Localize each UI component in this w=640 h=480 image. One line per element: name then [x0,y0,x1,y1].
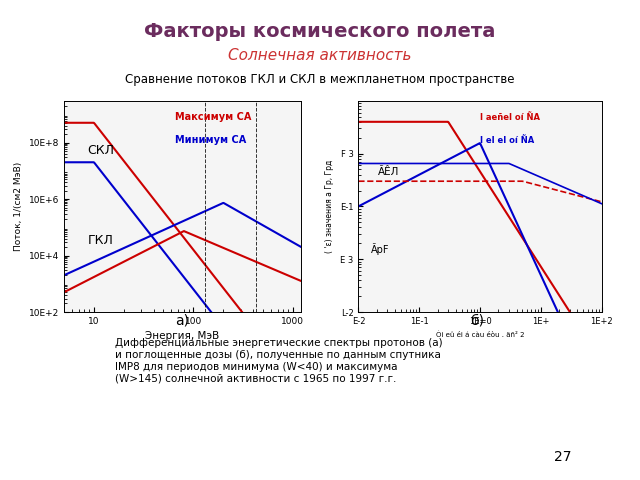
Text: б): б) [470,313,484,327]
Text: ГКЛ: ГКЛ [88,234,113,247]
X-axis label: Энергия, МэВ: Энергия, МэВ [145,331,220,341]
Text: ÃрF: ÃрF [371,243,389,255]
Text: 27: 27 [554,450,572,464]
Text: Максимум СА: Максимум СА [175,112,252,122]
Text: Сравнение потоков ГКЛ и СКЛ в межпланетном пространстве: Сравнение потоков ГКЛ и СКЛ в межпланетн… [125,72,515,86]
Y-axis label: Поток, 1/(см2 МэВ): Поток, 1/(см2 МэВ) [14,162,23,251]
Text: а): а) [175,313,189,327]
Text: l aеñel oí ÑA: l aеñel oí ÑA [480,113,540,122]
Text: Факторы космического полета: Факторы космического полета [144,22,496,41]
Y-axis label: ( 'ε) значения a Гр, Грд: ( 'ε) значения a Гр, Грд [326,160,335,253]
X-axis label: Òi eû éi á càu éòu . äñ² 2: Òi eû éi á càu éòu . äñ² 2 [436,331,524,338]
Text: l el el oí ÑA: l el el oí ÑA [480,136,534,145]
Text: ÃÊЛ: ÃÊЛ [378,167,399,177]
Text: СКЛ: СКЛ [88,144,115,156]
Text: Солнечная активность: Солнечная активность [228,48,412,63]
Text: Дифференциальные энергетические спектры протонов (а)
и поглощенные дозы (б), пол: Дифференциальные энергетические спектры … [115,338,443,383]
Text: Минимум СА: Минимум СА [175,135,246,145]
